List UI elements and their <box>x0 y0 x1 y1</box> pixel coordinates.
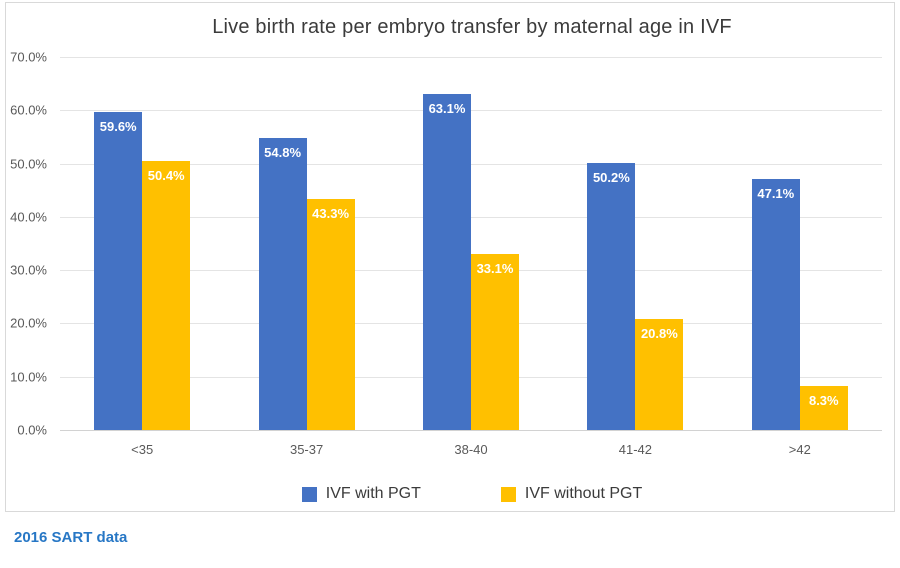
bar-with-pgt-38-40: 63.1% <box>423 93 471 430</box>
x-axis-category-label: 35-37 <box>289 442 324 457</box>
bar-value-label: 50.2% <box>592 169 630 185</box>
chart-title: Live birth rate per embryo transfer by m… <box>212 16 732 38</box>
y-axis-tick-label: 30.0% <box>10 262 47 278</box>
bar-value-label: 47.1% <box>757 186 795 202</box>
bar-value-label: 43.3% <box>312 206 350 222</box>
bar-with-pgt-<35: 59.6% <box>94 112 143 430</box>
bar-without-pgt-<35: 50.4% <box>142 161 191 430</box>
legend-label: IVF with PGT <box>325 485 421 502</box>
y-axis-tick-label: 40.0% <box>10 209 47 225</box>
legend-item-ivf-without-pgt: IVF without PGT <box>500 485 643 503</box>
bar-value-label: 54.8% <box>264 145 302 160</box>
legend-swatch-blue <box>301 486 317 502</box>
bar-without-pgt-38-40: 33.1% <box>471 253 519 430</box>
gridline <box>60 57 882 58</box>
gridline <box>60 216 882 218</box>
gridline <box>60 110 882 112</box>
legend-swatch-yellow <box>500 486 516 502</box>
y-axis-tick-label: 70.0% <box>10 49 47 65</box>
legend-item-ivf-with-pgt: IVF with PGT <box>301 485 421 503</box>
y-axis-tick-label: 50.0% <box>10 156 47 172</box>
gridline <box>60 163 882 165</box>
x-axis-category-label: >42 <box>788 442 811 457</box>
y-axis-tick-label: 0.0% <box>17 422 47 438</box>
bar-value-label: 50.4% <box>147 168 185 184</box>
bar-value-label: 8.3% <box>808 392 839 408</box>
bar-with-pgt-35-37: 54.8% <box>258 138 307 430</box>
bar-value-label: 59.6% <box>99 119 137 135</box>
y-axis-tick-label: 60.0% <box>10 102 47 118</box>
bar-without-pgt->42: 8.3% <box>799 385 848 430</box>
bar-value-label: 33.1% <box>476 260 514 276</box>
plot-area: 0.0% 10.0% 20.0% 30.0% 40.0% 50.0% 60.0% 70.0% 5… <box>10 50 882 457</box>
x-axis-category-label: 38-40 <box>454 442 488 457</box>
y-axis-tick-label: 10.0% <box>10 369 47 385</box>
bar-with-pgt->42: 47.1% <box>751 179 800 430</box>
y-axis-tick-label: 20.0% <box>10 315 47 331</box>
legend-label: IVF without PGT <box>524 485 643 502</box>
bar-with-pgt-41-42: 50.2% <box>587 162 636 430</box>
legend: IVF with PGT IVF without PGT <box>61 485 883 503</box>
bar-value-label: 20.8% <box>640 326 678 342</box>
bar-without-pgt-35-37: 43.3% <box>306 199 355 430</box>
bar-value-label: 63.1% <box>428 100 466 116</box>
x-axis-line <box>60 430 882 431</box>
x-axis-category-label: 41-42 <box>618 442 653 457</box>
chart-container: Live birth rate per embryo transfer by m… <box>5 2 895 512</box>
bar-without-pgt-41-42: 20.8% <box>635 319 684 430</box>
source-note: 2016 SART data <box>14 529 128 546</box>
x-axis-category-label: <35 <box>131 442 154 457</box>
